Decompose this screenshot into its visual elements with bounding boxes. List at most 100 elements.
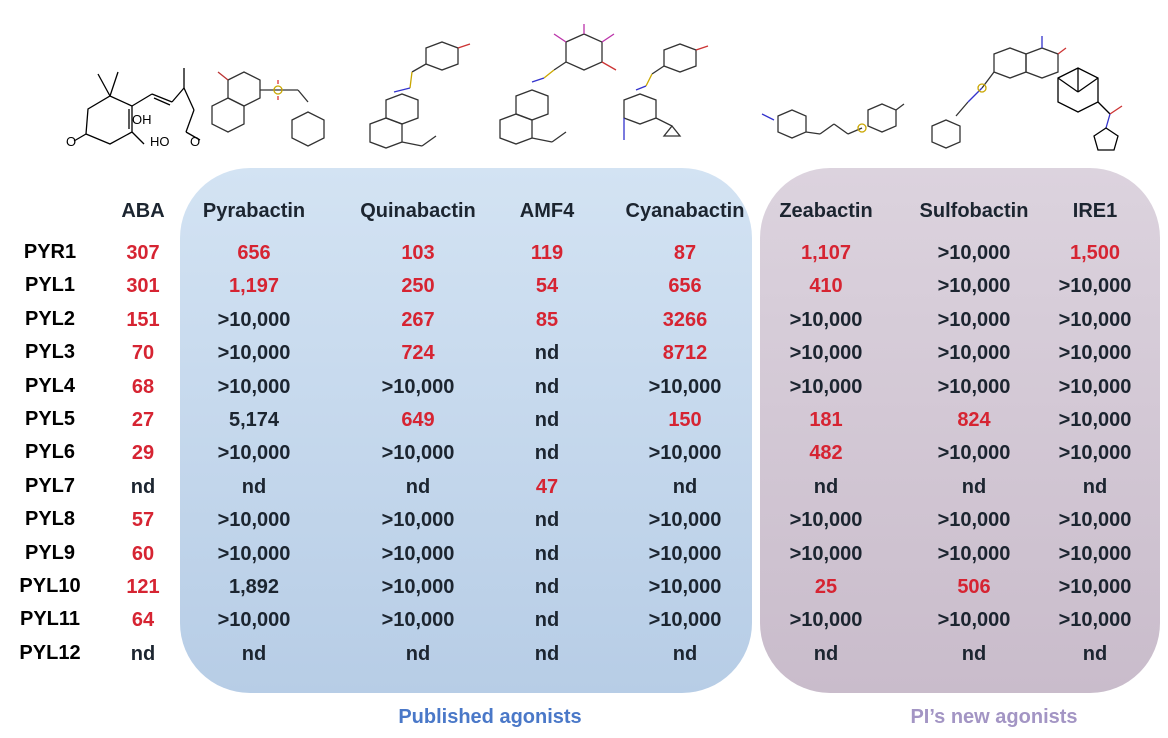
value-cell: 150 xyxy=(668,409,702,431)
value-cell: nd xyxy=(813,642,839,665)
pyrabactin-structure xyxy=(211,71,325,147)
value-cell: 824 xyxy=(957,409,991,431)
value-cell: >10,000 xyxy=(1058,275,1132,298)
published-agonists-panel xyxy=(180,168,752,693)
value-cell: >10,000 xyxy=(1058,375,1132,398)
value-cell: >10,000 xyxy=(1058,442,1132,465)
cyanabactin-structure xyxy=(623,43,709,140)
value-cell: >10,000 xyxy=(937,342,1011,365)
value-cell: nd xyxy=(961,475,987,498)
value-cell: >10,000 xyxy=(789,609,863,632)
row-label-pyl7: PYL7 xyxy=(24,474,76,497)
row-label-pyl9: PYL9 xyxy=(24,541,76,564)
value-cell: 506 xyxy=(957,576,991,598)
value-cell: 27 xyxy=(131,409,155,431)
value-cell: >10,000 xyxy=(217,542,291,565)
value-cell: >10,000 xyxy=(1058,609,1132,632)
column-header-amf4: AMF4 xyxy=(519,200,575,222)
value-cell: nd xyxy=(534,409,560,431)
value-cell: 482 xyxy=(809,442,843,465)
value-cell: nd xyxy=(1082,475,1108,498)
row-label-pyr1: PYR1 xyxy=(23,241,77,263)
value-cell: nd xyxy=(1082,642,1108,665)
value-cell: >10,000 xyxy=(381,576,455,598)
value-cell: >10,000 xyxy=(381,609,455,632)
aba-oh-label: OH xyxy=(132,112,152,127)
value-cell: >10,000 xyxy=(1058,576,1132,598)
value-cell: 3266 xyxy=(662,308,708,331)
aba-structure: OH O HO O xyxy=(66,68,201,149)
value-cell: 1,892 xyxy=(228,576,280,598)
value-cell: >10,000 xyxy=(937,308,1011,331)
column-header-pyrabactin: Pyrabactin xyxy=(202,200,306,222)
aba-o-left-label: O xyxy=(66,134,76,149)
value-cell: >10,000 xyxy=(381,542,455,565)
value-cell: 267 xyxy=(401,308,435,331)
value-cell: 649 xyxy=(401,409,435,431)
row-label-pyl8: PYL8 xyxy=(24,508,76,531)
value-cell: 85 xyxy=(535,308,559,331)
value-cell: nd xyxy=(534,542,560,565)
value-cell: >10,000 xyxy=(937,509,1011,532)
value-cell: nd xyxy=(813,475,839,498)
column-header-zeabactin: Zeabactin xyxy=(779,200,873,222)
value-cell: >10,000 xyxy=(217,375,291,398)
row-label-pyl2: PYL2 xyxy=(24,307,76,330)
amf4-structure xyxy=(499,24,617,145)
value-cell: nd xyxy=(534,642,560,665)
value-cell: nd xyxy=(534,342,560,365)
value-cell: >10,000 xyxy=(381,375,455,398)
value-cell: 103 xyxy=(401,242,435,264)
value-cell: nd xyxy=(130,475,156,498)
row-label-pyl11: PYL11 xyxy=(19,608,81,631)
value-cell: 64 xyxy=(131,609,155,632)
ire1-structure xyxy=(1057,67,1123,151)
value-cell: 47 xyxy=(535,475,559,498)
value-cell: 119 xyxy=(530,242,564,264)
value-cell: nd xyxy=(405,642,431,665)
column-header-cyanabactin: Cyanabactin xyxy=(625,200,745,222)
value-cell: nd xyxy=(534,442,560,465)
value-cell: nd xyxy=(534,509,560,532)
row-label-pyl10: PYL10 xyxy=(19,575,81,597)
value-cell: >10,000 xyxy=(1058,342,1132,365)
value-cell: >10,000 xyxy=(217,342,291,365)
value-cell: 1,197 xyxy=(228,275,280,298)
value-cell: >10,000 xyxy=(217,609,291,632)
value-cell: nd xyxy=(534,576,560,598)
value-cell: 656 xyxy=(668,275,702,298)
column-header-sulfobactin: Sulfobactin xyxy=(919,200,1029,222)
value-cell: 54 xyxy=(535,275,559,298)
value-cell: 57 xyxy=(131,509,155,532)
value-cell: 70 xyxy=(131,342,155,365)
row-label-pyl5: PYL5 xyxy=(24,408,76,430)
row-label-pyl4: PYL4 xyxy=(24,374,76,397)
value-cell: nd xyxy=(241,475,267,498)
sulfobactin-structure xyxy=(931,36,1067,149)
value-cell: nd xyxy=(534,375,560,398)
new-agonists-label: PI’s new agonists xyxy=(910,706,1078,728)
value-cell: 25 xyxy=(814,576,838,598)
published-agonists-label: Published agonists xyxy=(398,706,582,728)
column-header-ire1: IRE1 xyxy=(1072,200,1118,222)
value-cell: 121 xyxy=(126,576,160,598)
value-cell: >10,000 xyxy=(648,375,722,398)
new-agonists-panel xyxy=(760,168,1160,693)
value-cell: >10,000 xyxy=(937,275,1011,298)
value-cell: >10,000 xyxy=(789,308,863,331)
row-label-pyl12: PYL12 xyxy=(19,641,81,664)
value-cell: 151 xyxy=(126,308,160,331)
aba-o-right-label: O xyxy=(190,134,200,149)
value-cell: 181 xyxy=(809,409,843,431)
value-cell: >10,000 xyxy=(937,242,1011,264)
value-cell: >10,000 xyxy=(648,542,722,565)
value-cell: >10,000 xyxy=(217,509,291,532)
zeabactin-structure xyxy=(761,103,905,139)
value-cell: >10,000 xyxy=(648,442,722,465)
value-cell: nd xyxy=(405,475,431,498)
value-cell: >10,000 xyxy=(217,442,291,465)
column-header-quinabactin: Quinabactin xyxy=(360,200,476,222)
value-cell: >10,000 xyxy=(381,509,455,532)
value-cell: >10,000 xyxy=(789,342,863,365)
value-cell: 8712 xyxy=(662,342,708,365)
